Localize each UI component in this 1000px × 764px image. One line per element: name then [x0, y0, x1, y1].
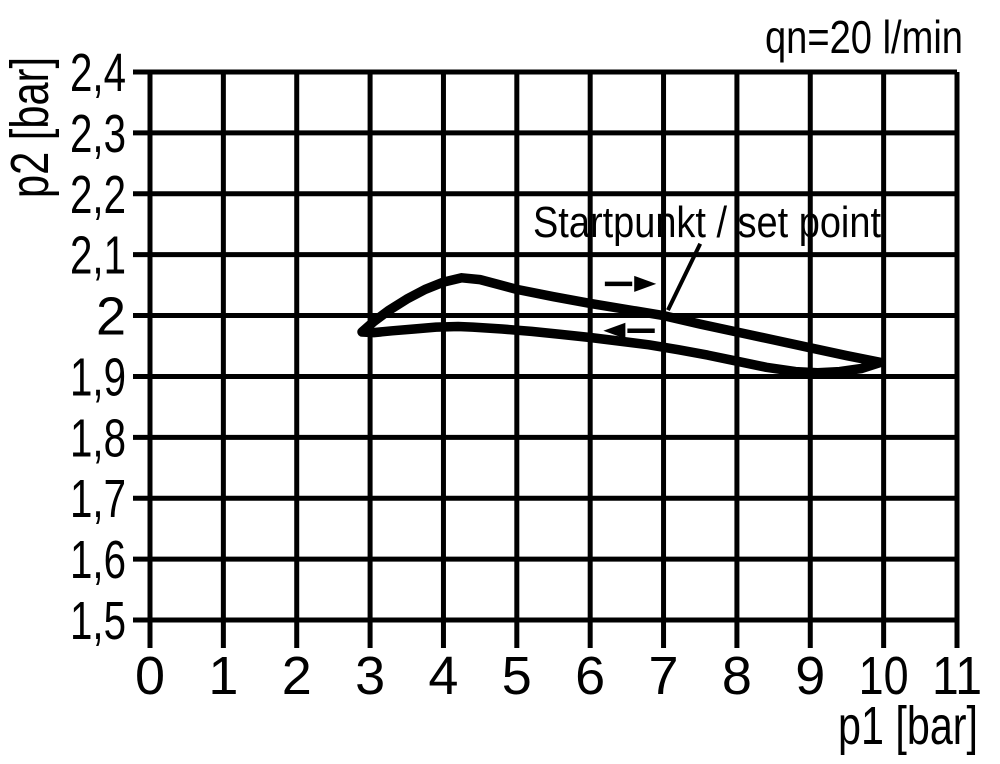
x-tick-label: 5: [502, 646, 532, 706]
y-tick-label: 1,6: [70, 530, 126, 590]
annotation-leader-line: [666, 242, 703, 311]
x-tick-label: 10: [859, 646, 909, 706]
arrow-head-right-icon: [634, 275, 657, 292]
hysteresis-curve: [357, 273, 886, 378]
y-tick-label: 1,8: [70, 408, 126, 468]
x-tick-label: 9: [795, 646, 825, 706]
x-tick-label: 6: [575, 646, 605, 706]
x-tick-label: 7: [649, 646, 679, 706]
set-point-annotation-label: Startpunkt / set point: [533, 198, 881, 247]
y-tick-label: 2,3: [70, 104, 126, 164]
grid: [133, 69, 960, 648]
y-axis-label: p2 [bar]: [0, 57, 60, 198]
x-tick-label: 3: [355, 646, 385, 706]
x-tick-label: 0: [135, 646, 165, 706]
y-tick-label: 1,9: [70, 347, 126, 407]
arrow-head-left-icon: [603, 322, 626, 339]
hysteresis-loop-curve: [357, 273, 886, 378]
annotation: [666, 242, 703, 311]
x-tick-label: 1: [208, 646, 238, 706]
y-tick-label: 2,1: [70, 226, 126, 286]
x-tick-label: 11: [932, 646, 982, 706]
y-tick-label: 2,4: [70, 43, 126, 103]
x-tick-label: 4: [428, 646, 458, 706]
tick-labels: 0 1 2 3 4 5 6 7 8 9 10 111,51,61,71,81,922,12,22,32…: [70, 43, 982, 706]
y-tick-label: 1,7: [70, 469, 126, 529]
y-tick-label: 2,2: [70, 165, 126, 225]
y-tick-label: 1,5: [70, 591, 126, 651]
x-tick-label: 8: [722, 646, 752, 706]
x-tick-label: 2: [282, 646, 312, 706]
chart-title: qn=20 l/min: [765, 11, 963, 63]
direction-arrows: [603, 275, 657, 339]
x-axis-label: p1 [bar]: [838, 696, 978, 756]
y-tick-label: 2: [96, 287, 126, 347]
